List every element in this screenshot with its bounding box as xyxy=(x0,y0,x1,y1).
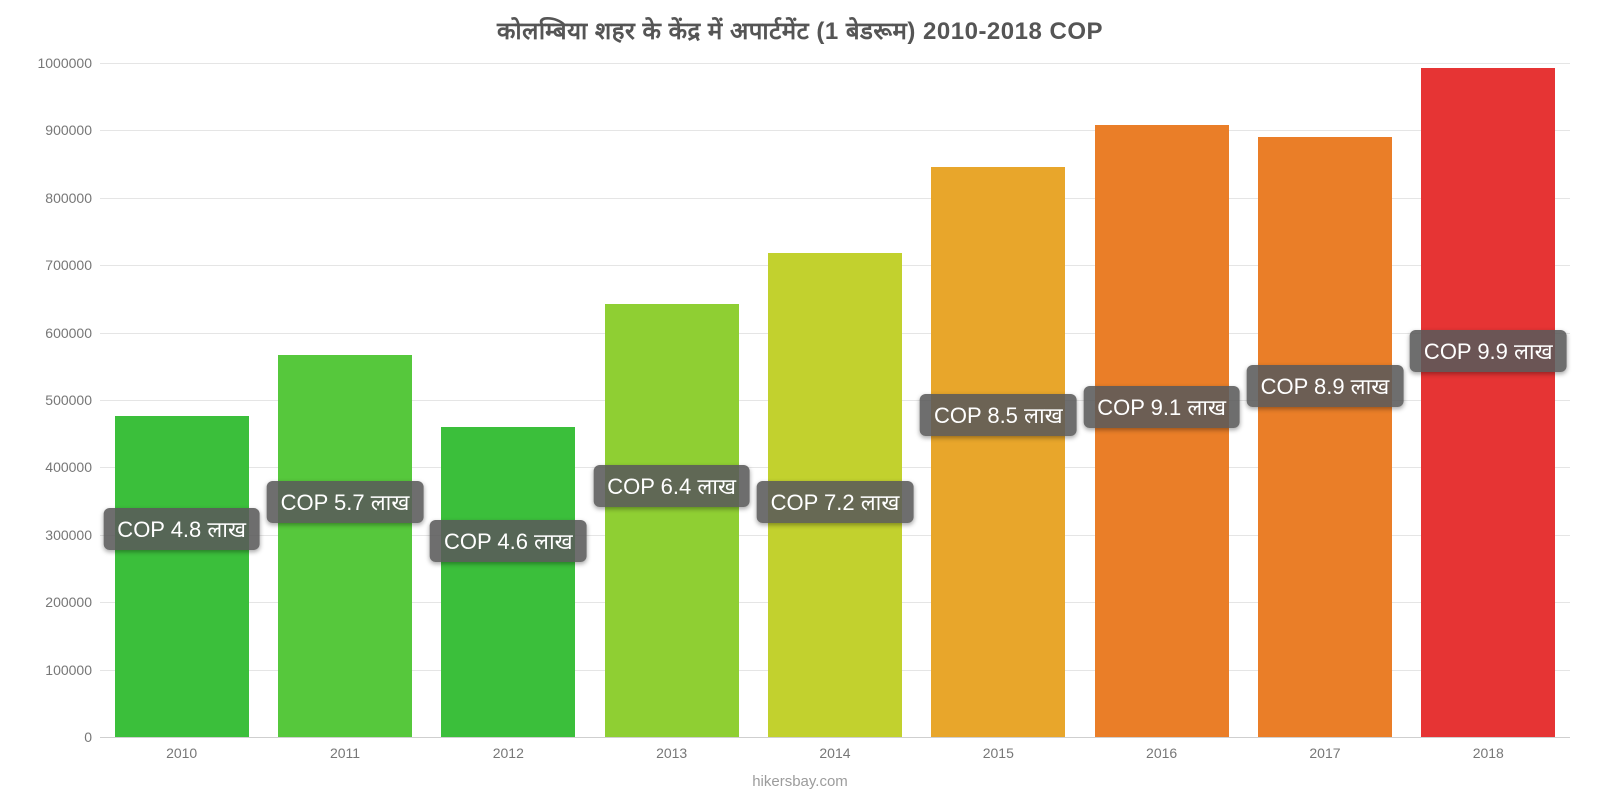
y-tick-label: 100000 xyxy=(45,662,100,678)
x-tick-label: 2017 xyxy=(1243,737,1406,773)
y-tick-label: 900000 xyxy=(45,122,100,138)
chart-title: कोलम्बिया शहर के केंद्र में अपार्टमेंट (… xyxy=(0,0,1600,53)
x-tick-label: 2012 xyxy=(427,737,590,773)
bar-slot: COP 9.1 लाख xyxy=(1080,63,1243,737)
y-tick-label: 700000 xyxy=(45,257,100,273)
grid-line xyxy=(100,737,1570,738)
bar xyxy=(1421,68,1555,737)
x-tick-label: 2010 xyxy=(100,737,263,773)
y-tick-label: 500000 xyxy=(45,392,100,408)
bar-slot: COP 9.9 लाख xyxy=(1407,63,1570,737)
bar xyxy=(441,427,575,737)
y-tick-label: 800000 xyxy=(45,190,100,206)
y-tick-label: 200000 xyxy=(45,594,100,610)
x-tick-label: 2011 xyxy=(263,737,426,773)
x-tick-label: 2014 xyxy=(753,737,916,773)
bar xyxy=(1095,125,1229,737)
bars-container: COP 4.8 लाखCOP 5.7 लाखCOP 4.6 लाखCOP 6.4… xyxy=(100,63,1570,737)
bar-slot: COP 4.6 लाख xyxy=(427,63,590,737)
y-tick-label: 0 xyxy=(84,729,100,745)
bar-slot: COP 7.2 लाख xyxy=(753,63,916,737)
bar-slot: COP 6.4 लाख xyxy=(590,63,753,737)
bar-slot: COP 8.5 लाख xyxy=(917,63,1080,737)
bar xyxy=(1258,137,1392,737)
bar-slot: COP 4.8 लाख xyxy=(100,63,263,737)
x-tick-label: 2015 xyxy=(917,737,1080,773)
y-tick-label: 300000 xyxy=(45,527,100,543)
bar xyxy=(605,304,739,737)
bar-slot: COP 8.9 लाख xyxy=(1243,63,1406,737)
bar-slot: COP 5.7 लाख xyxy=(263,63,426,737)
y-tick-label: 400000 xyxy=(45,459,100,475)
attribution-text: hikersbay.com xyxy=(0,773,1600,800)
bar xyxy=(931,167,1065,737)
y-tick-label: 600000 xyxy=(45,325,100,341)
plot-area: 0100000200000300000400000500000600000700… xyxy=(100,63,1570,737)
y-tick-label: 1000000 xyxy=(37,55,100,71)
x-axis: 201020112012201320142015201620172018 xyxy=(100,737,1570,773)
bar xyxy=(278,355,412,737)
x-tick-label: 2013 xyxy=(590,737,753,773)
bar xyxy=(768,253,902,737)
bar-chart: कोलम्बिया शहर के केंद्र में अपार्टमेंट (… xyxy=(0,0,1600,800)
x-tick-label: 2016 xyxy=(1080,737,1243,773)
x-tick-label: 2018 xyxy=(1407,737,1570,773)
bar xyxy=(115,416,249,737)
